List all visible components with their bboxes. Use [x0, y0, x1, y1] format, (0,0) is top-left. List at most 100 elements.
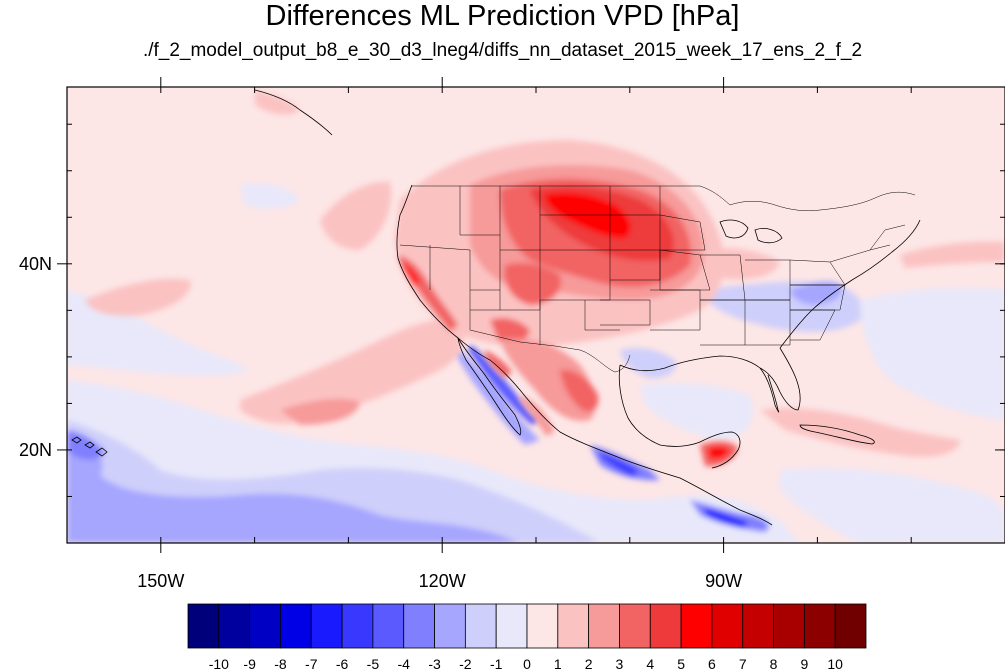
baja-negative-light	[455, 350, 540, 445]
arizona-positive	[490, 318, 530, 343]
caribbean-negative	[780, 468, 1005, 543]
central-america-negative-strong	[705, 508, 748, 528]
colorbar-swatch	[557, 603, 590, 649]
colorbar-swatch	[680, 603, 713, 649]
southwest-pacific-negative-core	[67, 430, 520, 543]
colorbar-label: 9	[800, 656, 808, 672]
colorbar-label: -9	[243, 656, 256, 672]
colorbar-swatch	[495, 603, 528, 649]
colorbar-label: 3	[616, 656, 624, 672]
axis-ticks	[57, 77, 1005, 553]
colorbar-swatch	[773, 603, 805, 649]
atlantic-coast	[779, 219, 921, 349]
florida-outline	[759, 347, 801, 411]
mexico-highlands-positive	[500, 338, 596, 421]
alaska-positive	[255, 90, 300, 115]
colorbar-label: 0	[523, 656, 531, 672]
colorbar-label: 4	[646, 656, 654, 672]
colorbar-label: -2	[459, 656, 472, 672]
map-title: Differences ML Prediction VPD [hPa]	[265, 0, 740, 32]
mexico-west-coast-positive	[520, 395, 555, 436]
appalachian-negative	[790, 281, 843, 305]
colorbar-label: 6	[708, 656, 716, 672]
colorbar-label: -10	[209, 656, 229, 672]
colorbar-swatch	[249, 603, 281, 649]
colorbar-swatch	[803, 603, 836, 649]
colorbar-labels: -10 -9 -8 -7 -6 -5 -4 -3 -2 -1 0 1 2 3 4 5 6 7 8 9 10	[209, 656, 843, 672]
northeast-pacific-positive	[320, 181, 392, 250]
southern-mexico-negative-strong	[600, 452, 640, 476]
colorbar-swatch	[310, 603, 343, 649]
gulf-negative	[640, 383, 754, 440]
eastern-positive	[900, 241, 1005, 268]
caribbean-positive	[760, 408, 960, 457]
yucatan-strong-positive	[708, 446, 730, 460]
north-america-west-coast	[396, 184, 773, 526]
pacific-positive-band	[240, 318, 464, 424]
negative-anomaly-regions	[67, 183, 1005, 543]
mexico-gulf-coast	[618, 364, 741, 469]
dakotas-max-positive	[545, 193, 631, 238]
hawaii-islands	[71, 436, 108, 457]
colorbar-label: 8	[770, 656, 778, 672]
great-lakes-outline	[719, 219, 783, 244]
southern-mexico-negative	[590, 445, 660, 481]
political-boundaries	[399, 185, 916, 373]
lon-tick-label: 120W	[419, 571, 466, 591]
map-panel	[67, 87, 1005, 543]
colorbar-swatch	[187, 603, 220, 649]
colorbar-swatch	[711, 603, 744, 649]
colorbar-label: 5	[677, 656, 685, 672]
map-subtitle: ./f_2_model_output_b8_e_30_d3_lneg4/diff…	[142, 40, 863, 61]
colorbar-swatch	[341, 603, 374, 649]
pacific-positive-core	[280, 398, 360, 425]
positive-anomaly-regions	[85, 90, 1005, 467]
gulf-of-california-negative	[468, 345, 540, 425]
colorbar-label: -3	[428, 656, 441, 672]
lat-tick-label: 20N	[19, 440, 52, 460]
colorbar-label: -6	[336, 656, 349, 672]
colorbar-swatch	[464, 603, 497, 649]
colorbar-swatch	[280, 603, 312, 649]
colorbar-swatch	[834, 603, 867, 649]
colorbar-swatch	[218, 603, 251, 649]
lon-tick-label: 90W	[705, 571, 742, 591]
axis-tick-labels: 150W 120W 90W 40N 20N	[19, 254, 742, 591]
colorbar-label: 7	[739, 656, 747, 672]
us-mexico-border	[469, 329, 631, 373]
colorbar-swatch	[619, 603, 651, 649]
sierra-madre-positive	[560, 369, 599, 412]
alaska-coast	[254, 89, 333, 136]
western-atlantic-negative	[860, 288, 1005, 420]
california-strong-positive	[402, 262, 420, 286]
colorbar-swatch	[403, 603, 435, 649]
us-state-lines	[399, 186, 906, 346]
northwest-pacific-negative	[240, 183, 300, 210]
colorbar-label: -5	[367, 656, 380, 672]
colorbar-swatch	[588, 603, 620, 649]
colorbar-swatch	[526, 603, 559, 649]
coastlines	[71, 89, 921, 526]
colorbar-swatch	[434, 603, 466, 649]
colorbar-label: 10	[827, 656, 843, 672]
baja-california-outline	[457, 337, 522, 436]
lat-tick-label: 40N	[19, 254, 52, 274]
colorbar-label: -4	[398, 656, 411, 672]
colorado-positive	[504, 263, 561, 305]
great-lakes-positive	[700, 248, 780, 280]
central-north-pacific-positive	[85, 278, 191, 316]
colorbar-label: 2	[585, 656, 593, 672]
colorbar-swatch	[372, 603, 405, 649]
colorbar-swatch	[649, 603, 682, 649]
us-canada-border	[412, 185, 916, 212]
colorbar-label: -8	[274, 656, 287, 672]
colorbar-label: 1	[554, 656, 562, 672]
colorbar	[187, 603, 867, 649]
cuba-outline	[799, 424, 875, 445]
lon-tick-label: 150W	[137, 571, 184, 591]
colorbar-label: -1	[490, 656, 503, 672]
colorbar-label: -7	[305, 656, 318, 672]
colorbar-swatch	[742, 603, 774, 649]
texas-coast-negative	[620, 348, 676, 379]
